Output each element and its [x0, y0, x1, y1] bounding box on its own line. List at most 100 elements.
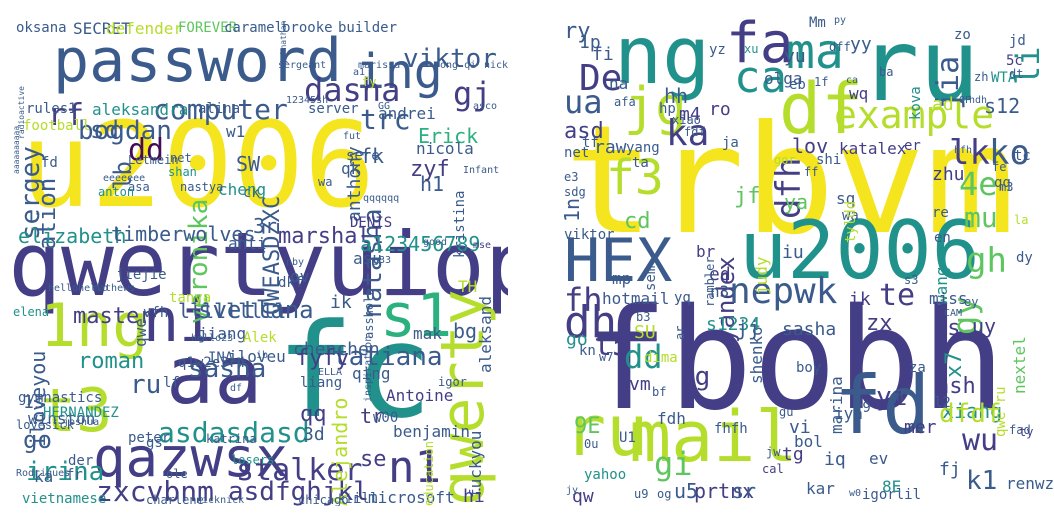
word-w00: w00	[373, 410, 399, 426]
word-liang: liang	[300, 375, 343, 391]
word-johnathan: johnathan	[279, 20, 288, 64]
word-joshua: joshua	[63, 417, 100, 428]
word-dh: dh	[564, 297, 617, 348]
word-sere: sere	[346, 148, 380, 164]
word-asco: asco	[473, 101, 498, 112]
word-vietnamese: vietnamese	[22, 491, 107, 506]
word-asa: asa	[128, 180, 150, 194]
word-ua: ua	[564, 83, 603, 121]
word-football: football	[23, 118, 91, 134]
word-sem: sem	[643, 265, 659, 291]
word-9e: 9E	[574, 414, 601, 439]
word-df: df	[230, 383, 243, 394]
word-ev: ev	[869, 449, 889, 468]
word-judy: judy	[752, 256, 771, 295]
word-fyfy: fyfy	[296, 346, 349, 371]
word-yq: yq	[674, 290, 691, 306]
word-re: re	[932, 205, 949, 221]
word-fut: fut	[343, 131, 362, 142]
word-u1: U1	[619, 430, 636, 446]
word-xu: xu	[744, 42, 759, 56]
word-caramel: caramel	[224, 20, 284, 36]
word-br: br	[696, 242, 716, 261]
word-bg: bg	[453, 319, 478, 343]
word-h1: h1	[420, 172, 445, 196]
word-tanya: tanya	[169, 290, 212, 306]
word-s3: s3	[904, 273, 919, 287]
word-afa: afa	[614, 95, 636, 109]
word-df: df	[779, 68, 864, 150]
word-wa: wa	[318, 175, 333, 189]
word-5c: 5c	[1006, 53, 1023, 69]
word-der: der	[68, 453, 94, 469]
word-lovesick: lovesick	[16, 418, 74, 432]
word-fbobh: fbobh	[584, 279, 1006, 442]
word-boy: boy	[796, 360, 822, 376]
word-zyf: zyf	[410, 157, 450, 182]
word-gh: gh	[966, 241, 1007, 281]
word-ng: ng	[614, 9, 711, 102]
word-qwe: qwe	[131, 318, 150, 347]
word-defender: defender	[106, 19, 184, 38]
word-3d: 3d	[303, 424, 325, 445]
word-ing: ing	[356, 44, 443, 100]
word-microsoft: microsoft	[368, 488, 455, 506]
word-miss: miss	[929, 289, 968, 308]
word-elena: elena	[13, 305, 50, 319]
word-hdh: hdh	[969, 95, 988, 106]
word-1f: 1f	[814, 75, 829, 89]
word-hotmail: hotmail	[602, 289, 670, 308]
word-ad: ad	[932, 94, 954, 115]
word-ong-qi: ong qi	[440, 60, 477, 71]
word-fhfh: fhfh	[714, 421, 748, 437]
word-g33: g33	[373, 255, 392, 266]
word-dima: dima	[644, 350, 678, 366]
word-trc: trc	[360, 103, 411, 136]
word-kova: kova	[908, 86, 924, 120]
word-education: education	[422, 440, 436, 506]
word-zx: zx	[866, 311, 893, 336]
word-iloveu: iloveu	[228, 347, 286, 366]
word-nastya: nastya	[180, 180, 224, 194]
word-nepwk: nepwk	[729, 271, 838, 312]
word-qw: qw	[572, 486, 594, 506]
word-igorlil: igorlil	[862, 487, 922, 503]
word-chenchen: chenchen	[293, 339, 380, 360]
word-yahoo: yahoo	[584, 467, 627, 483]
word-stalker: stalker	[236, 453, 363, 488]
word-lllllllll: lllllllll	[178, 299, 287, 323]
word-peter: peter	[128, 430, 171, 446]
word-roman: roman	[78, 349, 145, 374]
word-qazwsx: qazwsx	[93, 426, 289, 489]
word-a123456789: a123456789	[360, 232, 481, 256]
word-tf: tf	[582, 135, 599, 151]
word-sasha: sasha	[188, 354, 267, 384]
word-dkf: dkf	[278, 275, 304, 291]
word-gymnastics: gymnastics	[18, 390, 103, 406]
word-op: OP	[959, 95, 972, 106]
word-builder: builder	[338, 20, 398, 36]
word-yi: yi	[876, 382, 908, 412]
word-fad: fad	[1009, 423, 1031, 437]
word-zhu: zhu	[932, 164, 965, 185]
word-rf: rf	[48, 98, 85, 133]
word-password: password	[53, 26, 342, 96]
word-dd: dd	[128, 133, 165, 168]
word-losers: losers	[231, 453, 275, 467]
word-ru: ru	[859, 7, 980, 124]
word-ik: ik	[849, 289, 871, 310]
word-sw: SW	[236, 152, 261, 176]
word-forever: FOREVER	[178, 20, 238, 36]
word-m3: m3	[999, 180, 1014, 194]
word-te: te	[879, 278, 916, 313]
word-b3: b3	[636, 310, 651, 324]
word-ina: INA	[208, 350, 234, 366]
word-iu: iu	[782, 242, 804, 263]
word-viktor: viktor	[564, 227, 615, 243]
word-zo: zo	[954, 27, 971, 43]
word-za: za	[909, 360, 926, 376]
word-gs: gs	[146, 435, 163, 451]
word-ru: ru	[564, 390, 649, 472]
word-og: og	[657, 487, 672, 501]
word-tc: tc	[1014, 148, 1031, 164]
